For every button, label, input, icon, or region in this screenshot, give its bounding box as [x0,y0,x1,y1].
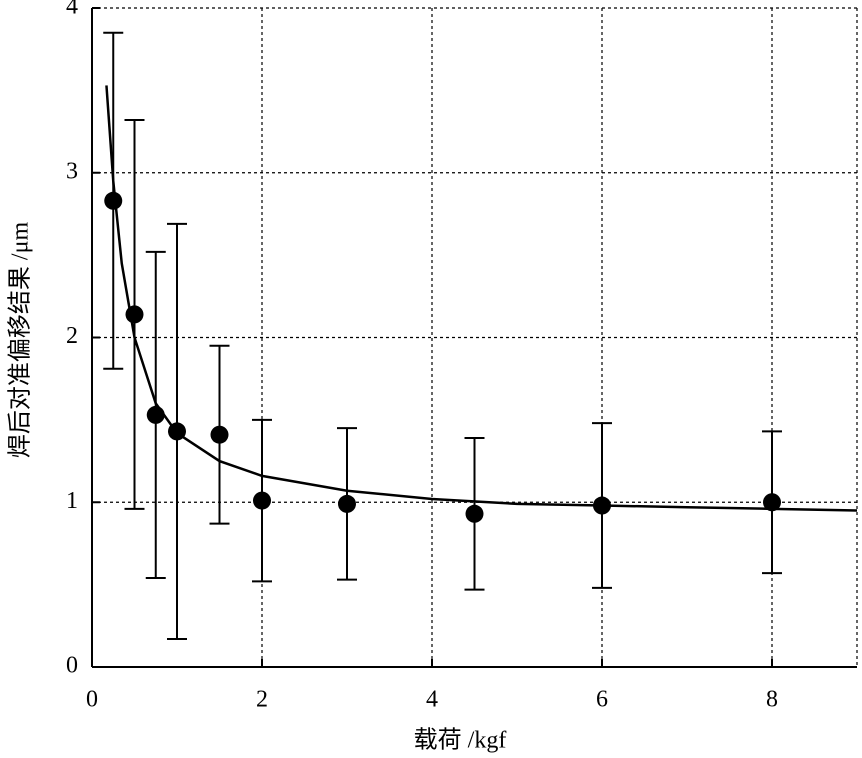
x-tick-label: 6 [596,687,608,713]
point [253,491,271,510]
point [593,496,611,515]
y-tick-label: 3 [66,158,78,184]
point [125,305,144,324]
x-tick-label: 8 [766,687,778,713]
x-tick-label: 0 [86,687,98,713]
y-tick-label: 1 [66,488,78,514]
point [104,191,123,210]
x-tick-label: 2 [256,687,268,713]
point [465,504,484,523]
y-tick-label: 4 [66,0,78,20]
point [168,422,186,441]
y-tick-label: 0 [66,653,78,679]
y-axis-label: 焊后对准偏移结果 /μm [7,222,34,459]
x-tick-label: 4 [426,687,438,713]
point [210,425,229,444]
point [338,494,356,513]
point [146,405,165,424]
point [763,493,781,512]
y-tick-label: 2 [66,323,78,349]
x-axis-label: 载荷 /kgf [414,727,507,754]
